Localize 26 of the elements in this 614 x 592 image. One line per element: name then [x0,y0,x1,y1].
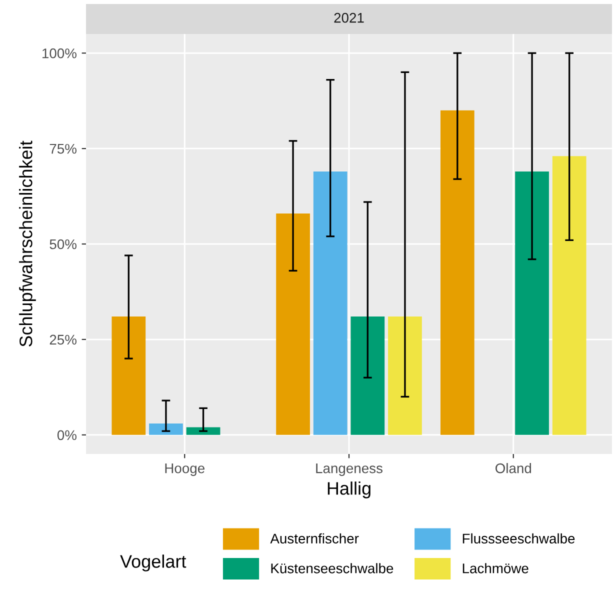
bar [149,423,183,435]
y-tick-label: 25% [50,334,76,345]
y-tick-label: 0% [57,430,76,440]
bar [186,427,220,435]
y-tick-label: 50% [50,239,76,250]
bar [552,156,586,435]
x-axis-title: Hallig [328,482,370,498]
x-tick-label: Oland [496,463,532,474]
bar [350,316,385,435]
y-axis-title: Schlupfwahrscheinlichkeit [19,140,36,347]
legend-label: Austernfischer [270,533,359,544]
y-tick-label: 100% [42,48,76,58]
x-tick-label: Hooge [165,464,204,476]
legend-label: Lachmöwe [462,563,528,574]
bar [313,171,348,435]
bar [388,316,422,435]
legend-label: Flussseeschwalbe [462,533,575,544]
bar [276,213,310,435]
y-tick-label: 75% [50,144,76,154]
bar [440,110,474,435]
bar [515,171,549,435]
chart-title: 2021 [334,12,364,23]
bar [112,316,146,435]
legend-label: Küstenseeschwalbe [271,563,394,574]
legend-title: Vogelart [120,554,186,572]
x-tick-label: Langeness [316,464,382,476]
